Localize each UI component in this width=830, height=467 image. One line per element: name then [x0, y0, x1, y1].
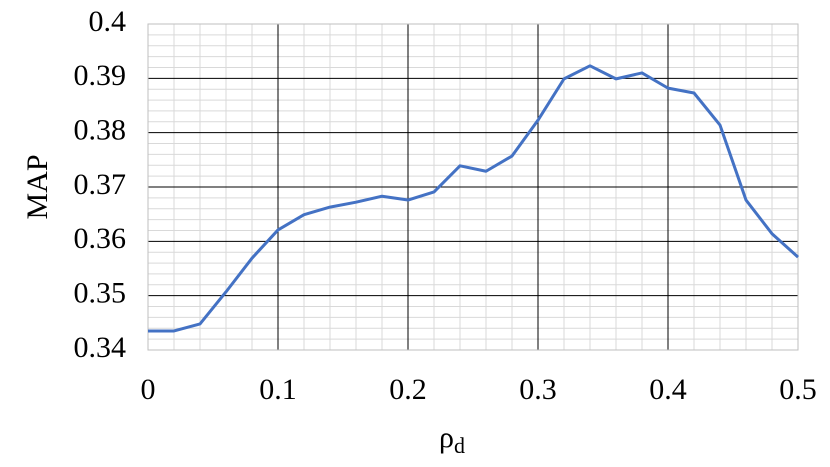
y-tick-label: 0.4: [89, 5, 127, 38]
x-axis-label-main: ρ: [439, 421, 454, 454]
y-tick-label: 0.34: [74, 331, 127, 364]
plot-frame: [147, 23, 799, 351]
y-axis-label: MAP: [21, 154, 54, 219]
x-tick-label: 0.3: [519, 373, 557, 406]
x-tick-label: 0: [141, 373, 156, 406]
y-tick-label: 0.36: [74, 222, 127, 255]
x-tick-label: 0.2: [389, 373, 427, 406]
x-tick-label: 0.1: [259, 373, 297, 406]
y-tick-label: 0.35: [74, 277, 127, 310]
x-axis-label-subscript: d: [454, 433, 465, 458]
y-tick-label: 0.38: [74, 114, 127, 147]
x-axis-label: ρd: [439, 421, 465, 458]
x-tick-label: 0.5: [779, 373, 817, 406]
y-tick-label: 0.39: [74, 59, 127, 92]
y-tick-label: 0.37: [74, 168, 127, 201]
x-tick-label: 0.4: [649, 373, 687, 406]
data-line: [148, 64, 800, 333]
